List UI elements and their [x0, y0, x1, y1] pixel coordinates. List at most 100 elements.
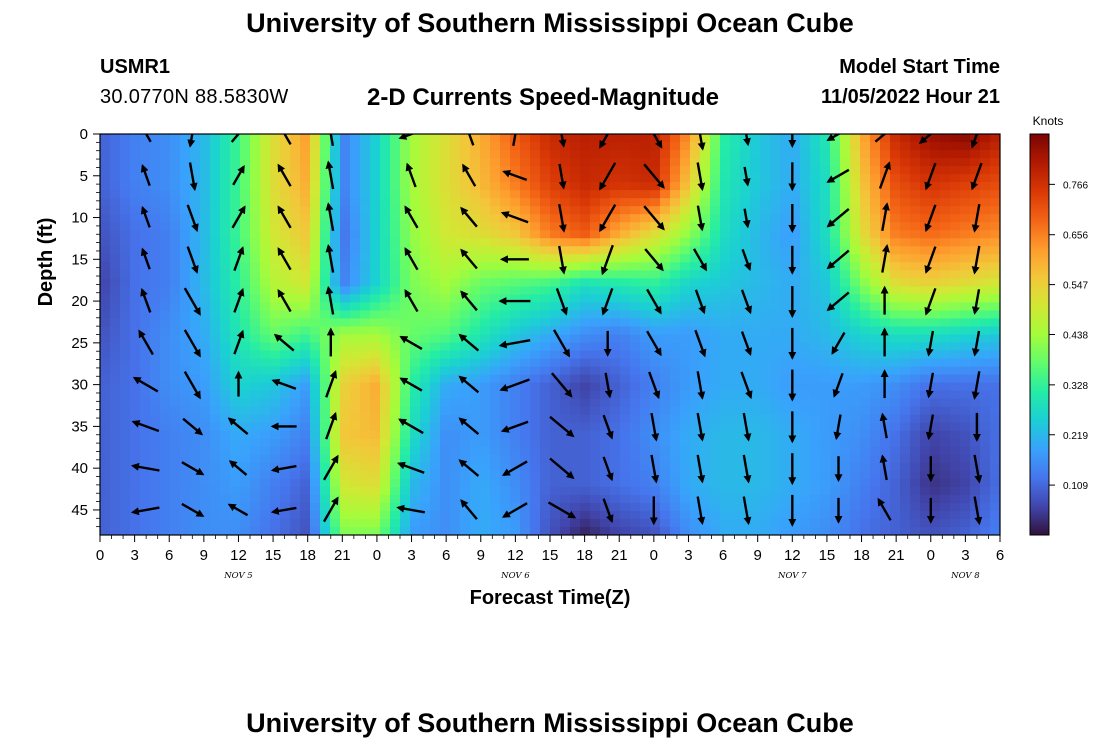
heatmap-cell [910, 134, 921, 143]
heatmap-cell [390, 422, 401, 432]
model-start-value: 11/05/2022 Hour 21 [820, 86, 1000, 108]
heatmap-cell [300, 302, 311, 312]
heatmap-cell [830, 182, 841, 191]
heatmap-cell [470, 510, 481, 520]
heatmap-cell [470, 502, 481, 512]
heatmap-cell [440, 398, 451, 408]
heatmap-cell [790, 158, 801, 167]
heatmap-cell [550, 358, 561, 368]
heatmap-cell [280, 414, 291, 424]
heatmap-cell [990, 254, 1000, 263]
heatmap-cell [970, 238, 981, 247]
current-vector-arrow [604, 372, 613, 399]
heatmap-cell [720, 222, 731, 231]
heatmap-cell [710, 390, 721, 400]
heatmap-cell [280, 390, 291, 400]
heatmap-cell [920, 422, 931, 432]
heatmap-cell [970, 462, 981, 472]
heatmap-cell [290, 342, 301, 352]
heatmap-cell [310, 270, 321, 279]
heatmap-cell [950, 262, 961, 271]
heatmap-cell [690, 486, 701, 496]
heatmap-cell [330, 198, 341, 207]
heatmap-cell [150, 518, 161, 528]
heatmap-cell [780, 470, 791, 480]
heatmap-cell [180, 222, 191, 231]
heatmap-cell [850, 206, 861, 215]
heatmap-cell [150, 254, 161, 263]
heatmap-cell [440, 182, 451, 191]
heatmap-cell [490, 222, 501, 231]
heatmap-cell [990, 174, 1000, 183]
heatmap-cell [210, 262, 221, 271]
heatmap-cell [380, 518, 391, 528]
x-axis-label: Forecast Time(Z) [470, 587, 631, 609]
heatmap-cell [240, 182, 251, 191]
heatmap-cell [520, 342, 531, 352]
heatmap-cell [360, 422, 371, 432]
heatmap-cell [260, 238, 271, 247]
heatmap-cell [840, 358, 851, 368]
heatmap-cell [310, 478, 321, 488]
heatmap-cell [990, 302, 1000, 312]
current-vector-arrow [694, 329, 707, 358]
heatmap-cell [850, 430, 861, 440]
heatmap-cell [640, 238, 651, 247]
heatmap-cell [410, 198, 421, 207]
heatmap-cell [260, 454, 271, 464]
heatmap-cell [680, 254, 691, 263]
heatmap-cell [800, 350, 811, 360]
heatmap-cell [470, 270, 481, 279]
heatmap-cell [800, 398, 811, 408]
heatmap-cell [740, 526, 751, 535]
heatmap-cell [940, 318, 951, 328]
heatmap-cell [270, 326, 281, 336]
heatmap-cell [350, 478, 361, 488]
heatmap-cell [720, 190, 731, 199]
heatmap-cell [800, 174, 811, 183]
heatmap-cell [340, 406, 351, 416]
heatmap-cell [980, 494, 991, 504]
heatmap-cell [420, 518, 431, 528]
heatmap-cell [580, 158, 591, 167]
heatmap-cell [280, 526, 291, 535]
heatmap-cell [980, 502, 991, 512]
heatmap-cell [190, 134, 201, 143]
heatmap-cell [210, 294, 221, 304]
heatmap-cell [150, 214, 161, 223]
heatmap-cell [590, 214, 601, 223]
heatmap-cell [480, 486, 491, 496]
current-vector-arrow [458, 417, 480, 436]
heatmap-cell [480, 150, 491, 159]
heatmap-cell [670, 142, 681, 151]
heatmap-cell [250, 246, 261, 255]
heatmap-cell [780, 382, 791, 392]
heatmap-cell [520, 198, 531, 207]
heatmap-cell [540, 470, 551, 480]
heatmap-cell [340, 294, 351, 304]
heatmap-cell [550, 206, 561, 215]
heatmap-cell [790, 318, 801, 328]
heatmap-cell [420, 414, 431, 424]
heatmap-cell [940, 286, 951, 295]
heatmap-cell [370, 158, 381, 167]
heatmap-cell [280, 230, 291, 239]
heatmap-cell [740, 486, 751, 496]
heatmap-cell [140, 278, 151, 287]
heatmap-cell [710, 350, 721, 360]
heatmap-cell [280, 318, 291, 328]
heatmap-cell [200, 166, 211, 175]
heatmap-cell [810, 406, 821, 416]
heatmap-cell [870, 374, 881, 384]
heatmap-cell [870, 470, 881, 480]
heatmap-cell [850, 190, 861, 199]
heatmap-cell [140, 270, 151, 279]
heatmap-cell [390, 174, 401, 183]
heatmap-cell [520, 494, 531, 504]
heatmap-cell [130, 414, 141, 424]
heatmap-cell [230, 342, 241, 352]
heatmap-cell [530, 454, 541, 464]
heatmap-cell [570, 470, 581, 480]
heatmap-cell [760, 318, 771, 328]
heatmap-cell [590, 294, 601, 304]
